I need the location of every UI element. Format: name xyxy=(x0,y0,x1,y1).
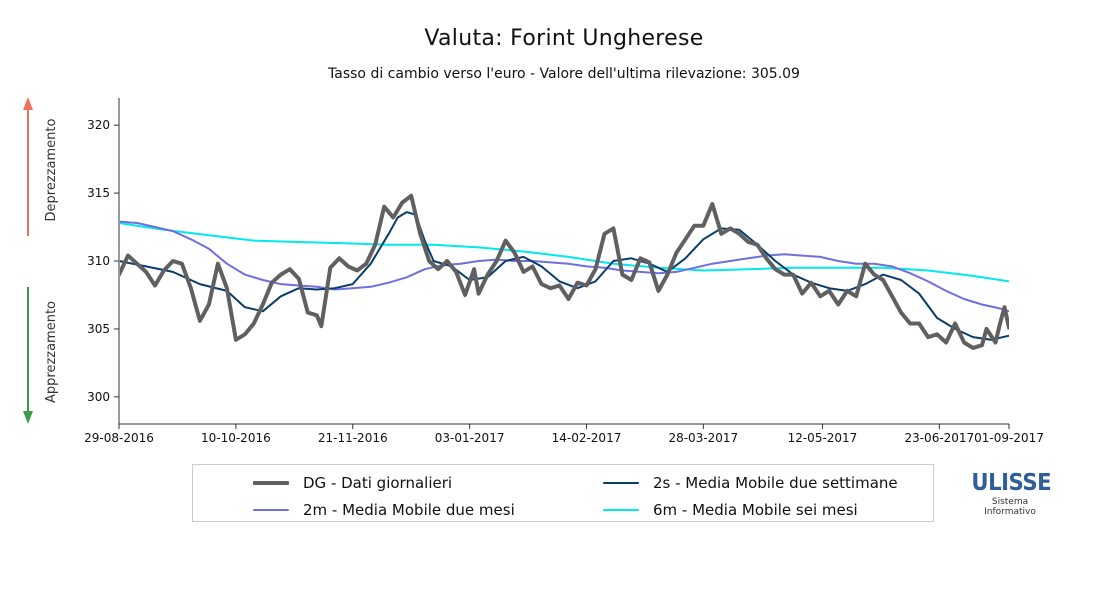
x-tick-label: 01-09-2017 xyxy=(974,431,1044,445)
x-tick-label: 12-05-2017 xyxy=(788,431,858,445)
y-tick-label: 305 xyxy=(87,322,110,336)
chart-subtitle: Tasso di cambio verso l'euro - Valore de… xyxy=(328,66,800,82)
appreciation-label: Apprezzamento xyxy=(44,301,59,403)
x-tick-label: 10-10-2016 xyxy=(201,431,271,445)
x-tick-label: 29-08-2016 xyxy=(84,431,154,445)
y-tick-label: 315 xyxy=(87,186,110,200)
chart-legend: DG - Dati giornalieri 2s - Media Mobile … xyxy=(192,464,934,522)
legend-label-6m: 6m - Media Mobile sei mesi xyxy=(653,501,858,519)
legend-item-6m: 6m - Media Mobile sei mesi xyxy=(603,501,858,519)
chart-axes xyxy=(118,98,1009,425)
depreciation-indicator: Deprezzamento xyxy=(23,97,59,236)
legend-item-2s: 2s - Media Mobile due settimane xyxy=(603,474,898,492)
x-tick-label: 14-02-2017 xyxy=(552,431,622,445)
x-tick-label: 03-01-2017 xyxy=(435,431,505,445)
logo-subtitle-line-1: Sistema xyxy=(991,497,1029,507)
ulisse-logo: ULISSE Sistema Informativo xyxy=(968,470,1052,517)
down-arrow-icon xyxy=(23,411,33,424)
logo-subtitle: Sistema Informativo xyxy=(968,497,1052,517)
legend-label-2m: 2m - Media Mobile due mesi xyxy=(303,501,515,519)
chart-title: Valuta: Forint Ungherese xyxy=(424,26,704,51)
legend-label-2s: 2s - Media Mobile due settimane xyxy=(653,474,898,492)
appreciation-indicator: Apprezzamento xyxy=(23,287,59,424)
y-tick-label: 310 xyxy=(87,254,110,268)
up-arrow-icon xyxy=(23,97,33,110)
x-tick-label: 21-11-2016 xyxy=(318,431,388,445)
x-tick-label: 23-06-2017 xyxy=(904,431,974,445)
logo-subtitle-line-2: Informativo xyxy=(984,507,1036,517)
legend-swatch-2s xyxy=(603,482,639,484)
series-layer xyxy=(120,193,1009,350)
series-line-m2 xyxy=(120,220,1009,313)
legend-swatch-2m xyxy=(253,509,289,511)
legend-swatch-6m xyxy=(603,509,639,511)
y-tick-label: 320 xyxy=(87,118,110,132)
x-tick-label: 28-03-2017 xyxy=(668,431,738,445)
series-line-dg xyxy=(120,193,1009,350)
logo-title: ULISSE xyxy=(971,470,1052,496)
legend-label-dg: DG - Dati giornalieri xyxy=(303,474,453,492)
y-ticks: 300 305 310 315 320 xyxy=(87,118,119,404)
x-ticks: 29-08-2016 10-10-2016 21-11-2016 03-01-2017… xyxy=(84,424,1044,445)
y-tick-label: 300 xyxy=(87,390,110,404)
depreciation-label: Deprezzamento xyxy=(44,119,59,222)
legend-item-dg: DG - Dati giornalieri xyxy=(253,474,452,492)
series-line-m6 xyxy=(120,222,1009,283)
legend-swatch-dg xyxy=(253,481,289,485)
legend-item-2m: 2m - Media Mobile due mesi xyxy=(253,501,515,519)
